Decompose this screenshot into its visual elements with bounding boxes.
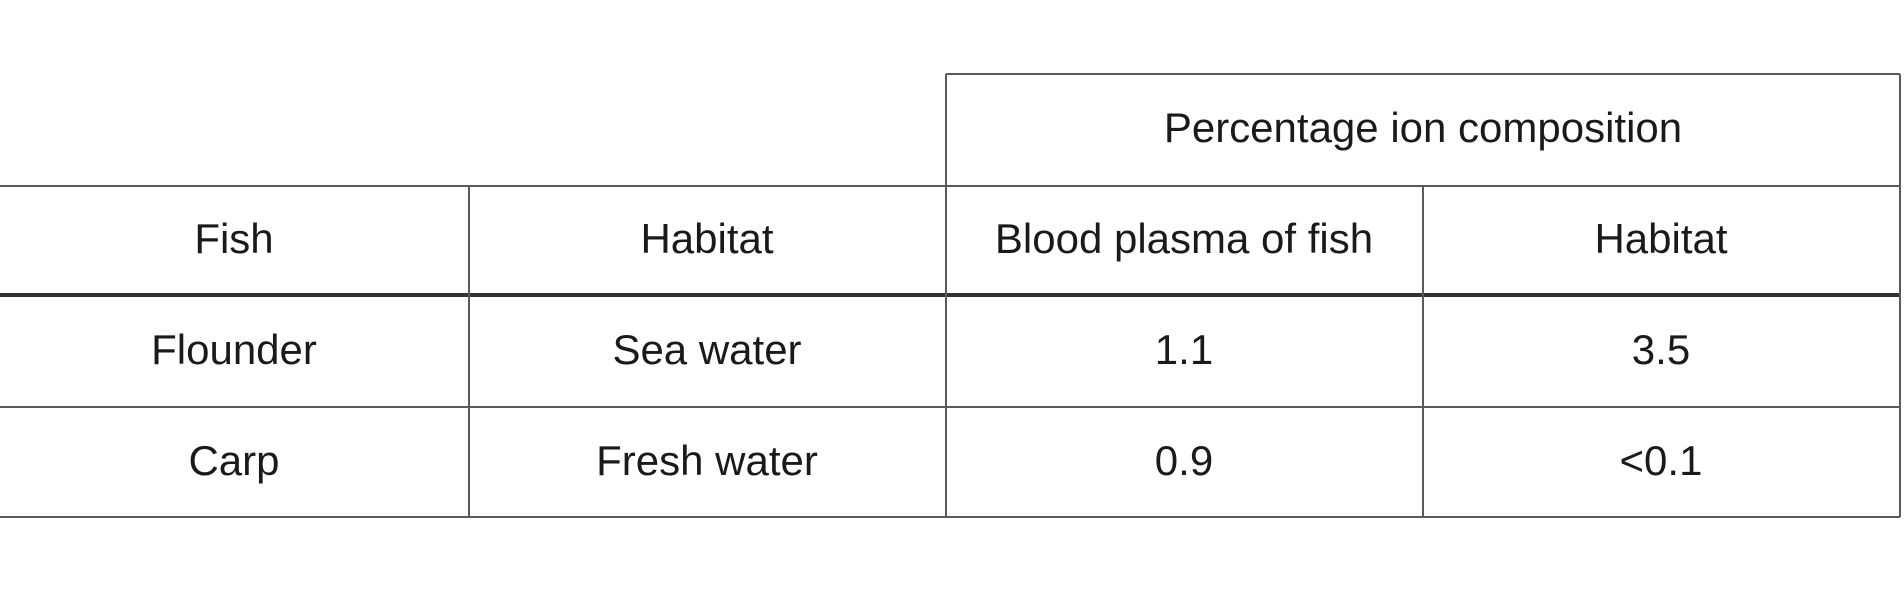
table-cell: Flounder <box>151 326 317 373</box>
table-cell: 0.9 <box>1155 437 1213 484</box>
column-header: Habitat <box>1594 215 1727 262</box>
column-header: Fish <box>194 215 273 262</box>
table-cell: Carp <box>188 437 279 484</box>
table-cell: Fresh water <box>596 437 818 484</box>
table-cell: <0.1 <box>1620 437 1703 484</box>
column-header: Blood plasma of fish <box>995 215 1373 262</box>
table-cell: 3.5 <box>1632 326 1690 373</box>
column-header: Habitat <box>640 215 773 262</box>
table-cell: 1.1 <box>1155 326 1213 373</box>
table-cell: Sea water <box>612 326 801 373</box>
group-header: Percentage ion composition <box>1164 104 1682 151</box>
